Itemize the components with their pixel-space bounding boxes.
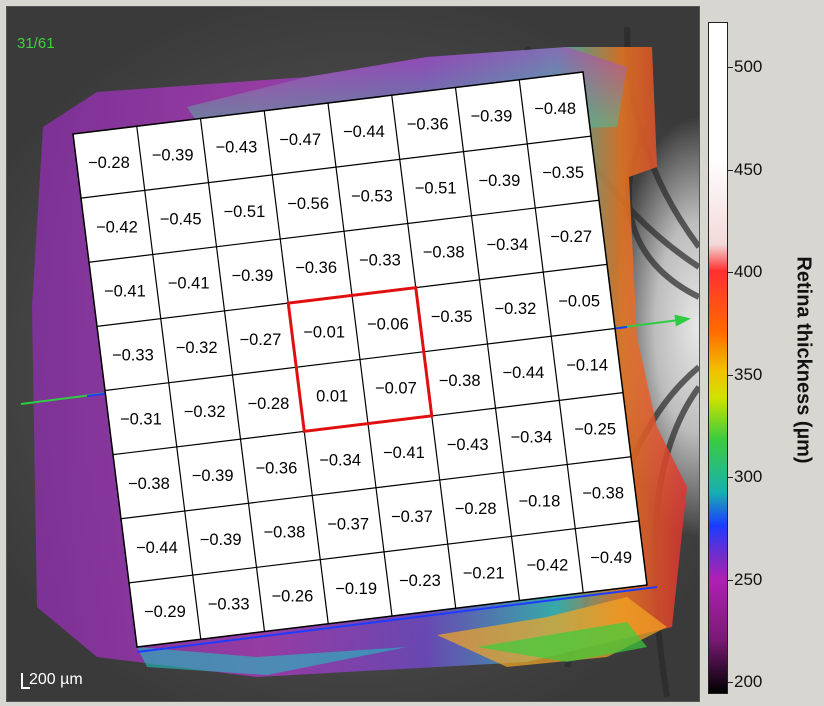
grid-cell-value[interactable]: −0.56 <box>287 195 329 213</box>
grid-cell-value[interactable]: −0.39 <box>200 531 242 549</box>
colorbar-tick <box>727 477 733 478</box>
grid-cell-value[interactable]: −0.53 <box>351 187 393 205</box>
colorbar-title: Retina thickness (µm) <box>792 256 815 464</box>
colorbar-tick-label: 400 <box>734 262 763 281</box>
grid-cell-value[interactable]: −0.34 <box>487 236 529 254</box>
grid-cell-value[interactable]: −0.41 <box>104 282 146 300</box>
colorbar-tick <box>727 169 733 171</box>
grid-cell-value[interactable]: −0.18 <box>519 492 561 510</box>
grid-cell-value[interactable]: −0.38 <box>264 523 306 541</box>
grid-cell-value[interactable]: −0.35 <box>542 164 584 182</box>
colorbar-tick <box>727 67 733 68</box>
grid-cell-value[interactable]: −0.19 <box>335 580 377 598</box>
grid-cell-value[interactable]: −0.37 <box>391 508 433 526</box>
grid-cell-value[interactable]: −0.01 <box>303 323 345 341</box>
grid-cell-value[interactable]: −0.33 <box>112 347 154 365</box>
grid-row-line <box>80 135 592 199</box>
colorbar-tick-label: 200 <box>734 672 763 691</box>
scale-bar-label: 200 µm <box>29 671 83 688</box>
grid-cell-value[interactable]: −0.51 <box>224 203 266 221</box>
colorbar-tick-label: 250 <box>734 569 763 589</box>
colorbar-tick <box>727 374 733 376</box>
grid-row-line <box>120 456 632 520</box>
difference-grid: −0.28 −0.39 −0.43 −0.47 −0.44 −0.36 −0.39 −0.48… <box>72 71 648 648</box>
center-highlight-box <box>286 285 434 434</box>
grid-cell-value[interactable]: −0.35 <box>431 308 473 326</box>
colorbar-tick-label: 450 <box>734 159 763 179</box>
grid-cell-value[interactable]: −0.38 <box>423 244 465 262</box>
grid-cell-value[interactable]: −0.06 <box>367 316 409 334</box>
grid-cell-value[interactable]: −0.39 <box>232 267 274 285</box>
grid-cell-value[interactable]: −0.39 <box>479 172 521 190</box>
grid-cell-value[interactable]: −0.28 <box>88 154 130 172</box>
grid-cell-value[interactable]: −0.39 <box>152 146 194 164</box>
grid-cell-value[interactable]: −0.36 <box>295 259 337 277</box>
grid-cell-value[interactable]: −0.39 <box>471 108 513 126</box>
grid-row-line <box>104 327 616 392</box>
grid-cell-value[interactable]: −0.38 <box>439 372 481 390</box>
grid-cell-value[interactable]: −0.27 <box>550 228 592 246</box>
grid-cell-value[interactable]: −0.47 <box>279 131 321 149</box>
grid-cell-value[interactable]: −0.33 <box>359 251 401 269</box>
grid-cell-value[interactable]: −0.44 <box>136 539 178 557</box>
grid-cell-value[interactable]: −0.37 <box>327 516 369 534</box>
grid-cell-value[interactable]: −0.25 <box>574 421 616 439</box>
grid-row-line <box>88 199 600 263</box>
colorbar-tick-label: 350 <box>734 364 763 384</box>
grid-cell-value[interactable]: −0.42 <box>527 557 569 575</box>
grid-cell-value[interactable]: −0.45 <box>160 211 202 229</box>
grid-cell-value[interactable]: −0.49 <box>590 549 632 567</box>
fundus-image: −0.28 −0.39 −0.43 −0.47 −0.44 −0.36 −0.39 −0.48… <box>6 6 700 702</box>
grid-cell-value[interactable]: −0.29 <box>144 603 186 621</box>
grid-cell-value[interactable]: −0.05 <box>558 292 600 310</box>
colorbar-tick <box>727 682 733 683</box>
grid-cell-value[interactable]: −0.34 <box>511 428 553 446</box>
grid-cell-value[interactable]: −0.44 <box>503 364 545 382</box>
grid-cell-value[interactable]: −0.38 <box>128 475 170 493</box>
grid-cell-value[interactable]: −0.07 <box>375 380 417 398</box>
grid-cell-value[interactable]: −0.51 <box>415 180 457 198</box>
bottom-scan-line <box>136 586 658 653</box>
grid-cell-value[interactable]: −0.21 <box>463 564 505 582</box>
grid-cell-value[interactable]: −0.43 <box>216 139 258 157</box>
grid-cell-value[interactable]: −0.26 <box>272 588 314 606</box>
scale-bar: 200 µm <box>21 671 83 689</box>
grid-cell-value[interactable]: −0.42 <box>96 218 138 236</box>
colorbar <box>708 22 728 694</box>
grid-cell-value[interactable]: −0.32 <box>495 300 537 318</box>
grid-cell-value[interactable]: −0.34 <box>319 452 361 470</box>
grid-row-line <box>128 520 640 584</box>
frame-counter: 31/61 <box>17 35 55 52</box>
grid-cell-value[interactable]: −0.36 <box>256 459 298 477</box>
grid-cell-value[interactable]: −0.36 <box>407 115 449 133</box>
grid-cell-value[interactable]: −0.28 <box>455 500 497 518</box>
grid-cell-value[interactable]: −0.38 <box>582 485 624 503</box>
grid-cell-value[interactable]: −0.39 <box>192 467 234 485</box>
scale-bar-icon <box>21 673 30 689</box>
grid-cell-value[interactable]: −0.48 <box>534 100 576 118</box>
grid-cell-value[interactable]: 0.01 <box>316 387 348 405</box>
grid-cell-value[interactable]: −0.27 <box>240 331 282 349</box>
colorbar-tick <box>727 579 733 581</box>
grid-cell-value[interactable]: −0.41 <box>383 444 425 462</box>
grid-cell-value[interactable]: −0.44 <box>343 123 385 141</box>
colorbar-tick-label: 300 <box>734 467 763 486</box>
grid-cell-value[interactable]: −0.32 <box>176 339 218 357</box>
colorbar-tick-label: 500 <box>734 57 763 76</box>
grid-cell-value[interactable]: −0.43 <box>447 436 489 454</box>
grid-cell-value[interactable]: −0.23 <box>399 572 441 590</box>
grid-cell-value[interactable]: −0.41 <box>168 275 210 293</box>
grid-cell-value[interactable]: −0.28 <box>248 395 290 413</box>
grid-cell-value[interactable]: −0.14 <box>566 356 608 374</box>
grid-cell-value[interactable]: −0.31 <box>120 411 162 429</box>
colorbar-tick <box>727 272 733 273</box>
grid-cell-value[interactable]: −0.33 <box>208 595 250 613</box>
grid-cell-value[interactable]: −0.32 <box>184 403 226 421</box>
